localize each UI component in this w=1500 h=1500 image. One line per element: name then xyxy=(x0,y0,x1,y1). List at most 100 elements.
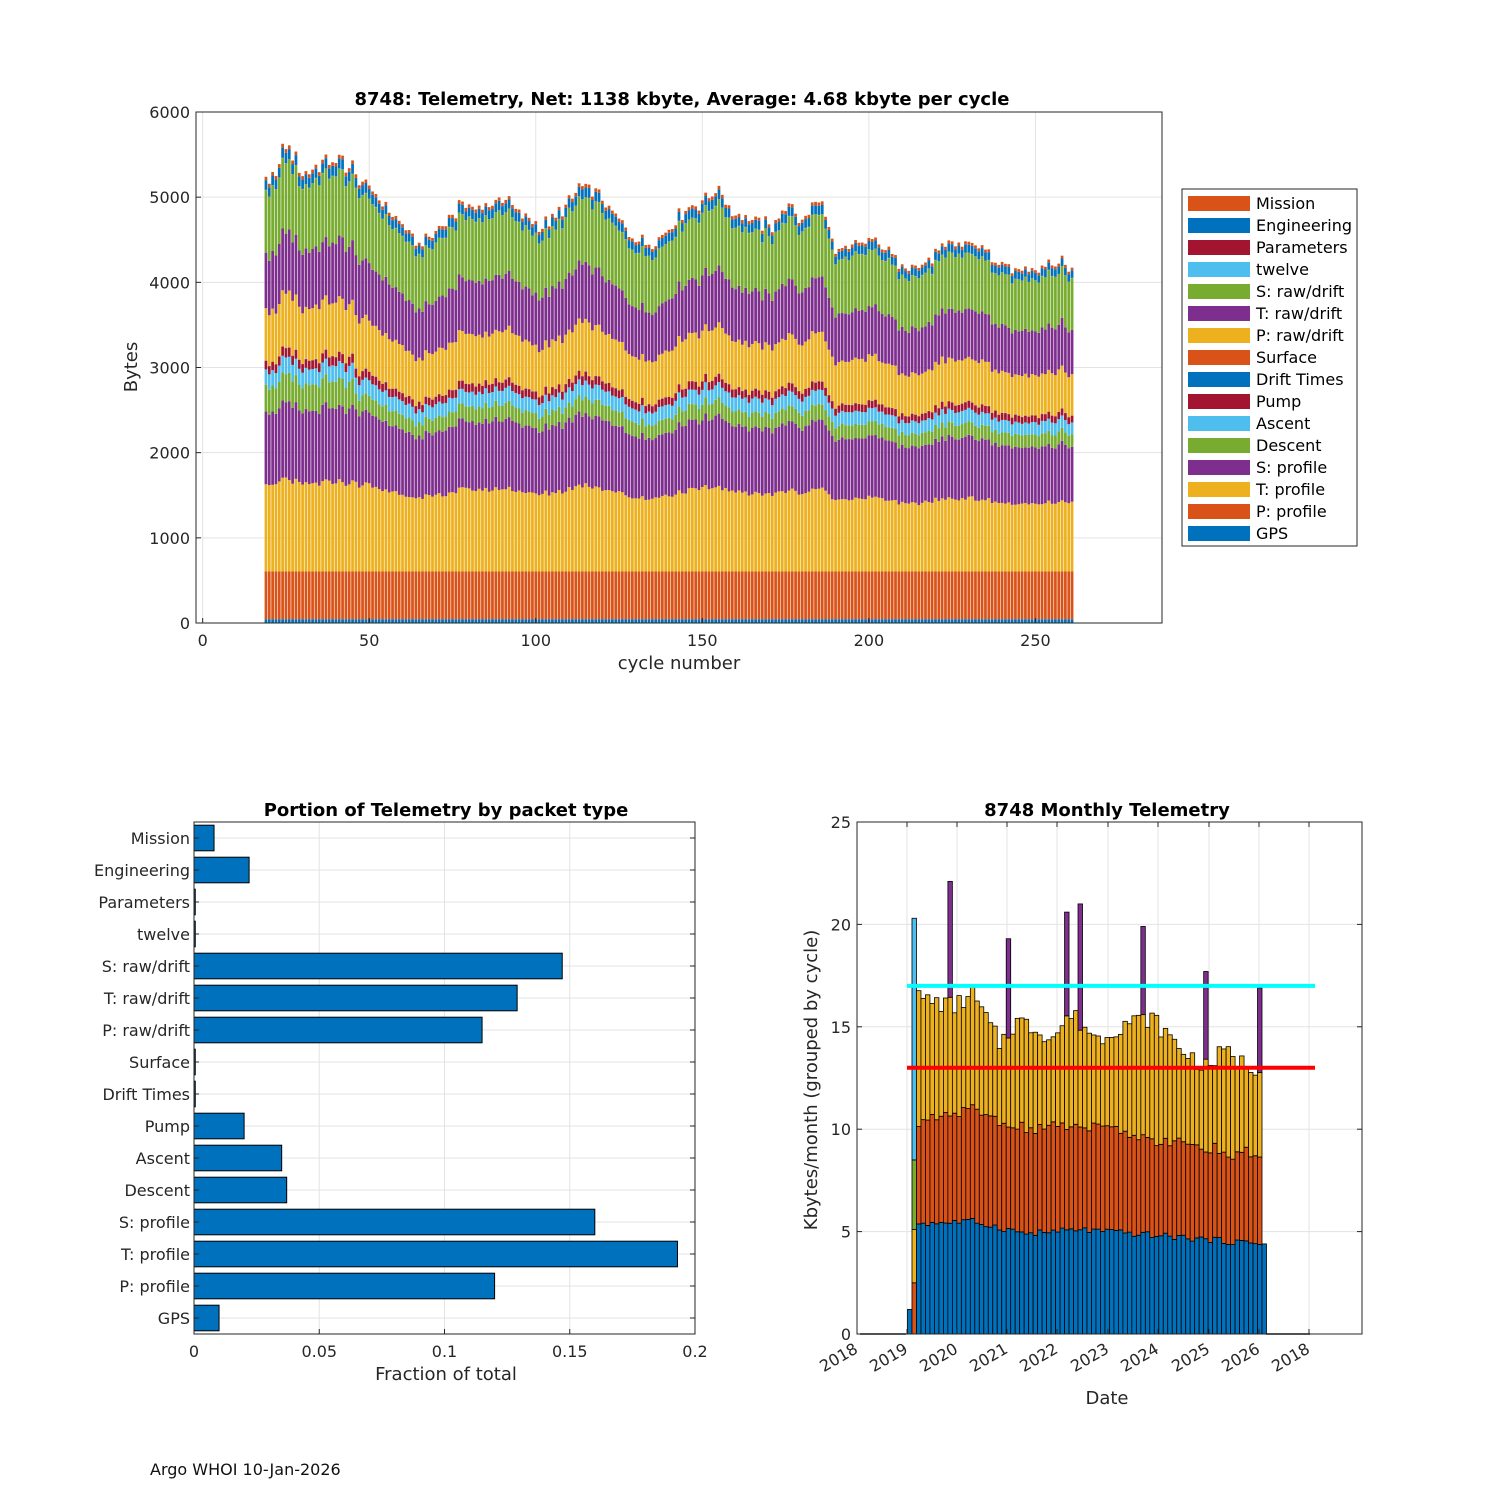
top-bar-segment xyxy=(1010,417,1014,425)
top-bar-segment xyxy=(361,619,364,623)
legend-swatch xyxy=(1188,240,1250,255)
top-bar-segment xyxy=(604,282,608,335)
top-bar-segment xyxy=(940,356,944,402)
top-bar-segment xyxy=(787,421,791,491)
top-bar-segment xyxy=(764,398,767,413)
top-bar-segment xyxy=(267,187,271,197)
top-bar-segment xyxy=(877,255,881,312)
br-bar-segment xyxy=(1140,1134,1146,1233)
top-bar-segment xyxy=(1000,370,1004,413)
top-bar-segment xyxy=(904,416,907,424)
bl-xtick-label: 0.2 xyxy=(682,1342,707,1361)
top-bar-segment xyxy=(557,219,561,282)
top-bar-segment xyxy=(954,249,957,258)
top-bar-segment xyxy=(790,391,794,407)
top-bar-segment xyxy=(274,373,278,389)
top-bar-segment xyxy=(584,183,588,188)
top-bar-segment xyxy=(867,400,871,408)
top-bar-segment xyxy=(814,382,817,391)
top-bar-segment xyxy=(451,427,454,493)
top-bar-segment xyxy=(650,571,654,620)
top-bar-segment xyxy=(414,406,418,414)
top-bar-segment xyxy=(664,235,668,245)
top-bar-segment xyxy=(984,619,987,623)
top-bar-segment xyxy=(1054,435,1057,449)
top-bar-segment xyxy=(367,412,371,484)
top-bar-segment xyxy=(494,329,498,378)
top-bar-segment xyxy=(471,391,474,406)
top-bar-segment xyxy=(950,358,954,403)
top-bar-segment xyxy=(774,398,777,413)
top-bar-segment xyxy=(514,334,518,385)
top-bar-segment xyxy=(834,428,837,442)
top-bar-segment xyxy=(830,241,834,250)
top-bar-segment xyxy=(910,413,914,421)
top-bar-segment xyxy=(767,413,771,428)
top-bar-segment xyxy=(504,402,508,419)
top-bar-segment xyxy=(354,571,358,620)
top-bar-segment xyxy=(844,499,847,572)
top-bar-segment xyxy=(467,279,471,334)
top-bar-segment xyxy=(800,430,804,495)
top-bar-segment xyxy=(287,571,291,620)
top-bar-segment xyxy=(644,245,648,248)
top-bar-segment xyxy=(777,342,781,389)
br-bar-segment xyxy=(911,1229,917,1284)
top-bar-segment xyxy=(511,208,514,218)
top-bar-segment xyxy=(1014,330,1017,375)
top-bar-segment xyxy=(967,421,971,435)
top-bar-segment xyxy=(647,424,651,438)
top-bar-segment xyxy=(884,407,887,415)
top-bar-segment xyxy=(424,403,428,417)
top-bar-segment xyxy=(444,496,448,572)
top-bar-segment xyxy=(277,365,281,382)
top-bar-segment xyxy=(361,181,364,186)
br-bar-segment xyxy=(1059,1122,1065,1229)
top-bar-segment xyxy=(624,239,628,298)
top-bar-segment xyxy=(454,290,458,343)
top-bar-segment xyxy=(647,499,651,572)
top-bar-segment xyxy=(327,246,331,305)
top-bar-segment xyxy=(547,401,551,415)
top-bar-segment xyxy=(444,349,448,395)
top-bar-segment xyxy=(484,388,488,403)
top-bar-segment xyxy=(307,385,311,412)
top-bar-segment xyxy=(634,409,638,423)
top-bar-segment xyxy=(624,571,628,620)
top-bar-segment xyxy=(491,421,494,491)
top-bar-segment xyxy=(384,214,388,277)
top-bar-segment xyxy=(664,244,668,302)
top-bar-segment xyxy=(964,409,967,423)
top-bar-segment xyxy=(877,571,881,620)
top-bar-segment xyxy=(857,571,861,620)
top-bar-segment xyxy=(654,571,658,620)
top-bar-segment xyxy=(887,363,891,408)
top-bar-segment xyxy=(591,380,594,389)
top-bar-segment xyxy=(517,490,521,572)
top-bar-segment xyxy=(297,410,301,482)
top-bar-segment xyxy=(501,390,504,406)
top-bar-segment xyxy=(957,571,961,620)
top-bar-segment xyxy=(760,619,764,623)
top-bar-segment xyxy=(787,571,791,620)
top-bar-segment xyxy=(621,341,624,390)
top-bar-segment xyxy=(830,401,834,409)
packet-fraction-chart: 0 0.05 0.1 0.15 0.2MissionEngineeringParamet… xyxy=(94,800,708,1385)
top-bar-segment xyxy=(581,400,584,417)
top-bar-segment xyxy=(521,619,524,623)
top-bar-segment xyxy=(461,214,464,278)
top-bar-segment xyxy=(621,397,624,412)
top-bar-segment xyxy=(814,489,817,572)
top-bar-segment xyxy=(917,448,921,506)
top-bar-segment xyxy=(774,492,777,572)
legend-swatch xyxy=(1188,416,1250,431)
top-bar-segment xyxy=(1060,317,1064,366)
top-bar-segment xyxy=(607,209,611,219)
top-bar-segment xyxy=(557,384,561,393)
br-xtick-label: 2020 xyxy=(916,1339,961,1376)
top-bar-segment xyxy=(1004,432,1007,446)
top-bar-segment xyxy=(730,397,734,412)
top-bar-segment xyxy=(810,571,814,620)
top-bar-segment xyxy=(487,571,491,620)
top-bar-segment xyxy=(647,247,651,256)
